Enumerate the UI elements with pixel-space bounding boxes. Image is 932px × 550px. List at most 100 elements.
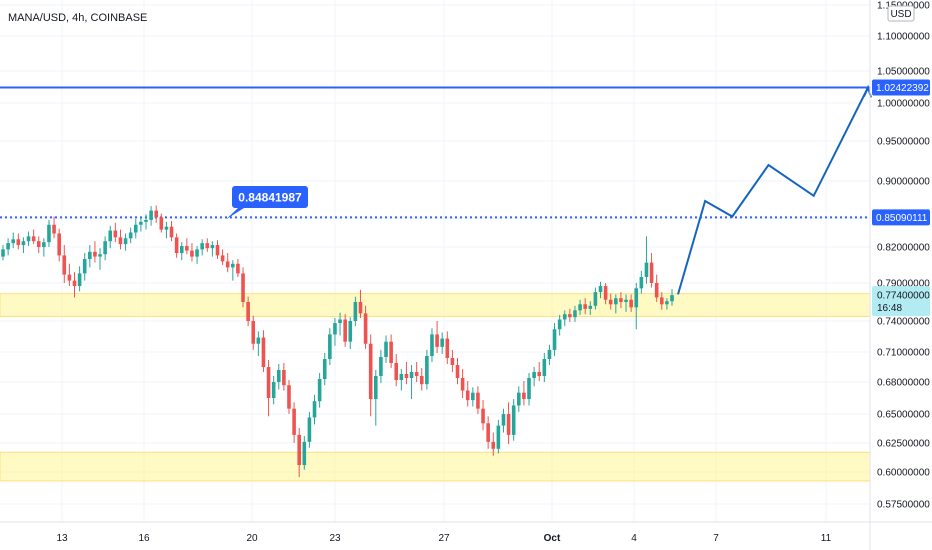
price-tick-label: 0.79000000 — [877, 279, 930, 290]
candle-body — [185, 246, 189, 251]
candle-body — [624, 299, 628, 302]
candle-body — [614, 298, 618, 305]
price-tick-label: 0.57500000 — [877, 500, 930, 511]
candle-body — [98, 254, 102, 257]
candle-body — [542, 359, 547, 376]
support-zones — [0, 293, 871, 482]
price-tick-label: 1.00000000 — [877, 99, 930, 110]
candle-body — [190, 250, 194, 257]
candle-body — [568, 314, 572, 318]
candle-body — [414, 372, 419, 376]
candle-body — [231, 263, 235, 268]
candle-body — [82, 259, 87, 274]
candle-body — [608, 299, 613, 305]
price-tick-label: 0.62500000 — [877, 439, 930, 450]
candle-body — [103, 241, 107, 255]
callout-label: 0.84841987 — [238, 191, 302, 205]
candle-body — [6, 243, 10, 250]
candle-body — [358, 302, 363, 314]
candle-body — [598, 286, 603, 293]
time-tick-label: 11 — [821, 533, 832, 544]
candle-body — [440, 338, 444, 347]
candle-body — [353, 302, 358, 321]
candle-body — [292, 408, 296, 435]
candle-body — [659, 297, 664, 305]
time-tick-label: Oct — [544, 533, 561, 544]
candle-body — [511, 405, 516, 435]
price-tag-label: 0.85090111 — [876, 213, 928, 224]
candle-body — [246, 302, 250, 321]
candle-body — [363, 313, 368, 344]
price-tick-label: 0.90000000 — [877, 177, 930, 188]
candle-body — [399, 374, 404, 380]
time-tick-label: 27 — [438, 533, 450, 544]
candle-body — [205, 243, 210, 249]
candle-body — [527, 378, 531, 400]
candle-body — [670, 295, 674, 302]
price-tick-label: 0.74000000 — [877, 317, 930, 328]
candle-body — [537, 372, 542, 376]
price-tick-label: 0.68000000 — [877, 378, 930, 389]
support-zone — [0, 451, 871, 482]
candle-body — [532, 372, 536, 378]
candle-body — [578, 304, 582, 311]
candle-body — [31, 236, 36, 242]
candle-body — [506, 414, 511, 435]
candle-body — [486, 423, 490, 442]
support-zone — [0, 293, 871, 317]
candle-body — [144, 219, 148, 222]
candle-body — [322, 359, 327, 379]
candle-body — [215, 245, 220, 256]
candle-body — [516, 392, 521, 406]
horizontal-lines — [0, 86, 870, 219]
candle-body — [430, 334, 434, 356]
candle-body — [419, 376, 424, 385]
candle-body — [261, 337, 266, 367]
candle-body — [123, 238, 128, 245]
currency-label: USD — [890, 9, 911, 20]
candle-body — [476, 392, 480, 409]
candle-body — [67, 274, 72, 281]
candle-body — [491, 441, 496, 449]
candles — [1, 205, 674, 478]
candle-body — [522, 392, 526, 400]
candle-body — [496, 425, 501, 449]
candle-body — [118, 237, 123, 245]
candle-body — [16, 239, 21, 246]
candle-body — [368, 343, 373, 400]
candle-body — [72, 280, 77, 287]
candle-body — [333, 323, 337, 335]
candle-body — [312, 401, 317, 418]
candle-body — [62, 255, 67, 275]
price-tick-label: 1.10000000 — [877, 32, 930, 43]
chart-title: MANA/USD, 4h, COINBASE — [8, 12, 147, 24]
candle-body — [481, 408, 485, 424]
candle-body — [113, 230, 118, 238]
time-tick-label: 7 — [713, 533, 719, 544]
candle-body — [649, 262, 654, 283]
price-callout: 0.84841987 — [226, 186, 308, 220]
candle-body — [374, 376, 378, 400]
candle-body — [425, 356, 429, 385]
candle-body — [317, 379, 322, 402]
candle-body — [654, 283, 659, 298]
current-price-tag — [872, 286, 930, 317]
projection-line — [677, 87, 869, 295]
candle-body — [11, 239, 16, 244]
candle-body — [302, 441, 307, 466]
candle-body — [629, 299, 633, 308]
candle-body — [379, 357, 383, 376]
candle-body — [634, 288, 639, 308]
callout-pointer — [226, 208, 244, 220]
time-tick-label: 13 — [56, 533, 68, 544]
candle-body — [36, 241, 41, 247]
candle-body — [159, 217, 164, 230]
candle-body — [328, 334, 332, 359]
candle-body — [225, 261, 230, 268]
candle-body — [465, 390, 470, 401]
time-tick-label: 20 — [246, 533, 258, 544]
candle-body — [573, 310, 577, 318]
